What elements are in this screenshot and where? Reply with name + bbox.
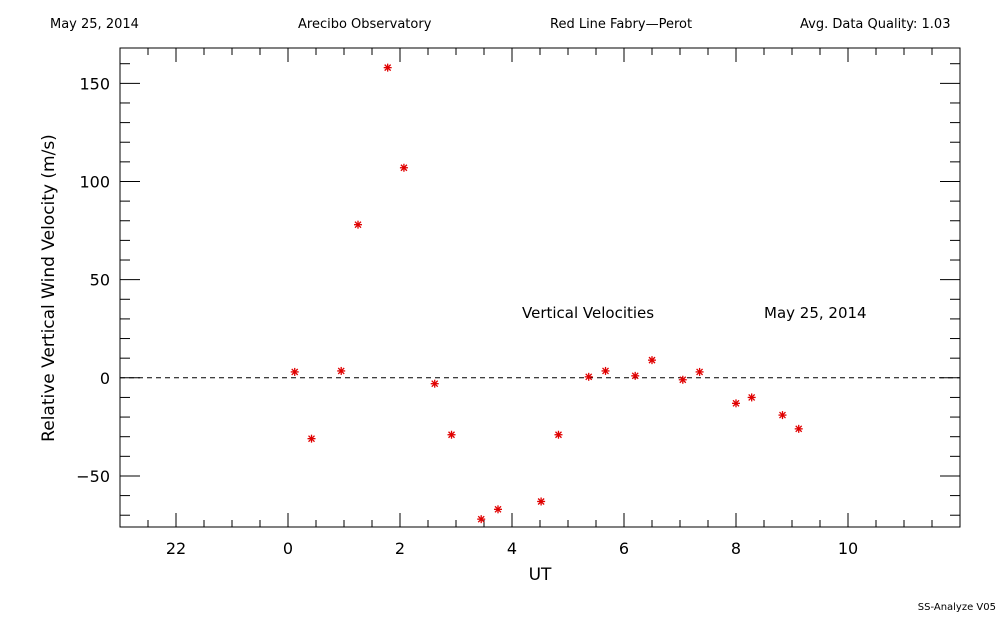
- footer-version: SS-Analyze V05: [917, 602, 996, 613]
- header-data-quality: Avg. Data Quality: 1.03: [800, 17, 951, 32]
- y-tick-label: 100: [79, 172, 110, 191]
- data-point: [290, 367, 299, 376]
- y-tick-label: 150: [79, 74, 110, 93]
- data-point: [732, 399, 740, 408]
- data-point: [383, 63, 392, 72]
- data-point: [307, 434, 316, 443]
- data-point: [430, 379, 439, 388]
- data-point: [354, 220, 362, 229]
- x-tick-label: 4: [507, 539, 517, 558]
- header-date: May 25, 2014: [50, 17, 139, 32]
- y-tick-label: 0: [100, 369, 110, 388]
- x-tick-label: 0: [283, 539, 293, 558]
- data-point: [747, 393, 756, 402]
- data-point: [494, 505, 502, 514]
- y-tick-label: −50: [76, 467, 110, 486]
- x-tick-label: 22: [166, 539, 186, 558]
- x-tick-label: 6: [619, 539, 629, 558]
- annotation-vertical-velocities: Vertical Velocities: [522, 304, 654, 322]
- data-point: [695, 367, 704, 376]
- data-point: [601, 366, 610, 375]
- data-point: [794, 424, 803, 433]
- x-axis-label: UT: [529, 565, 552, 585]
- header-instrument: Red Line Fabry—Perot: [550, 17, 693, 32]
- data-point: [337, 366, 346, 375]
- x-tick-label: 8: [731, 539, 741, 558]
- x-tick-label: 2: [395, 539, 405, 558]
- data-point: [477, 515, 486, 524]
- data-point: [399, 163, 408, 172]
- data-point: [678, 375, 687, 384]
- data-point: [537, 497, 546, 506]
- plot-frame: [119, 47, 961, 528]
- y-axis-label: Relative Vertical Wind Velocity (m/s): [39, 134, 59, 442]
- header-site: Arecibo Observatory: [298, 17, 432, 32]
- data-point: [584, 372, 593, 381]
- annotation-date: May 25, 2014: [764, 304, 867, 322]
- data-point: [648, 356, 656, 365]
- data-point: [778, 411, 787, 420]
- y-tick-label: 50: [90, 271, 110, 290]
- data-point: [554, 430, 563, 439]
- x-tick-label: 10: [838, 539, 858, 558]
- data-point: [631, 371, 640, 380]
- data-point: [447, 430, 456, 439]
